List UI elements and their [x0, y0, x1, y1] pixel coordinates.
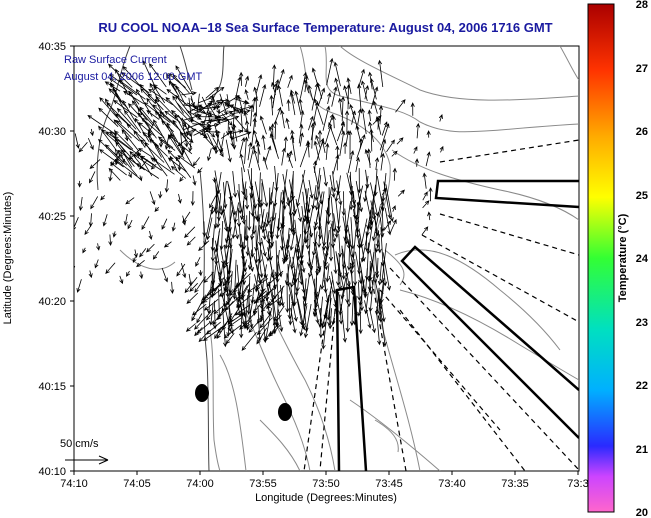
x-tick-label: 73:3 [567, 478, 588, 490]
x-tick-label: 73:55 [249, 478, 277, 490]
colorbar-tick-label: 28 [636, 0, 648, 11]
current-vectors [74, 57, 444, 351]
map-title: RU COOL NOAA–18 Sea Surface Temperature:… [98, 20, 553, 35]
x-tick-label: 74:10 [60, 478, 88, 490]
legend-line-2: August 04, 2006 12:00 GMT [64, 71, 202, 83]
colorbar-tick-label: 22 [636, 380, 648, 392]
x-axis: 74:10 74:05 74:00 73:55 73:50 73:45 73:4… [60, 471, 589, 490]
y-tick-label: 40:25 [38, 211, 66, 223]
legend-line-1: Raw Surface Current [64, 54, 167, 66]
x-tick-label: 74:05 [123, 478, 151, 490]
x-tick-label: 73:45 [375, 478, 403, 490]
colorbar-tick-label: 26 [636, 126, 648, 138]
colorbar-tick-label: 24 [636, 253, 649, 265]
y-tick-label: 40:30 [38, 126, 66, 138]
transect-boxes [303, 139, 579, 471]
y-tick-label: 40:20 [38, 296, 66, 308]
colorbar [587, 3, 615, 513]
y-axis: 40:35 40:30 40:25 40:20 40:15 40:10 [38, 41, 74, 478]
colorbar-tick-label: 21 [636, 444, 648, 456]
y-axis-label: Latitude (Degrees:Minutes) [2, 192, 14, 325]
x-tick-label: 73:40 [438, 478, 466, 490]
y-tick-label: 40:10 [38, 466, 66, 478]
colorbar-label: Temperature (°C) [617, 213, 629, 302]
scale-arrow [65, 455, 109, 465]
colorbar-tick-label: 20 [636, 507, 648, 518]
x-tick-label: 73:50 [312, 478, 340, 490]
x-axis-label: Longitude (Degrees:Minutes) [255, 492, 397, 504]
x-tick-label: 74:00 [186, 478, 214, 490]
colorbar-tick-label: 23 [636, 317, 648, 329]
buoy-marker [278, 403, 292, 421]
colorbar-tick-label: 25 [636, 190, 648, 202]
colorbar-tick-label: 27 [636, 63, 648, 75]
y-tick-label: 40:35 [38, 41, 66, 53]
scale-label: 50 cm/s [60, 438, 99, 450]
buoy-marker [195, 384, 209, 402]
x-tick-label: 73:35 [501, 478, 529, 490]
bathymetry-contours [119, 46, 579, 471]
y-tick-label: 40:15 [38, 381, 66, 393]
colorbar-ticks: 28 27 26 25 24 23 22 21 20 [636, 0, 649, 518]
